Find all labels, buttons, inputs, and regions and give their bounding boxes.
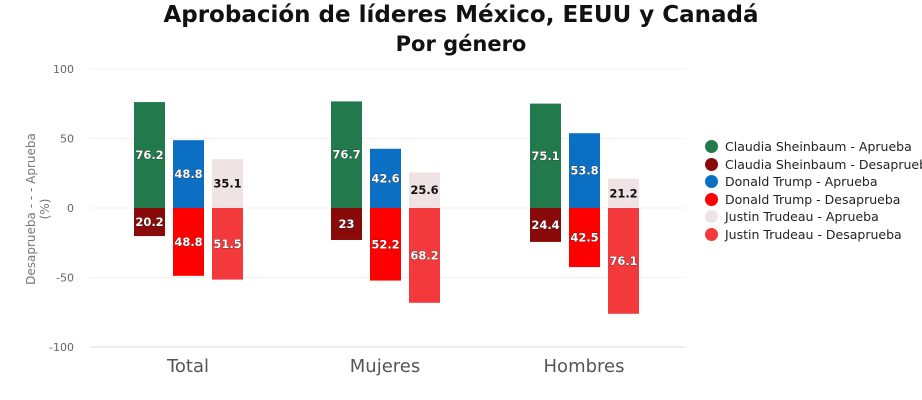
- data-label: 51.5: [213, 237, 241, 251]
- legend-marker-icon: [705, 157, 718, 171]
- data-label: 53.8: [570, 164, 598, 178]
- legend-marker-icon: [705, 192, 718, 206]
- legend-item[interactable]: Donald Trump - Aprueba: [705, 173, 922, 191]
- bar: [569, 208, 600, 268]
- legend-label: Donald Trump - Desaprueba: [725, 191, 901, 207]
- data-label: 23: [338, 217, 354, 231]
- chart-subtitle: Por género: [395, 32, 527, 56]
- bar: [530, 208, 561, 242]
- data-label: 42.5: [570, 231, 598, 245]
- data-label: 20.2: [135, 215, 163, 229]
- data-label: 24.4: [531, 218, 559, 232]
- y-tick-label: 0: [67, 202, 74, 215]
- bar: [409, 208, 440, 303]
- legend: Claudia Sheinbaum - Aprueba Claudia Shein…: [705, 138, 922, 243]
- legend-item[interactable]: Justin Trudeau - Desaprueba: [705, 226, 922, 244]
- chart-title: Aprobación de líderes México, EEUU y Can…: [163, 2, 759, 28]
- bar: [173, 208, 204, 276]
- legend-marker-icon: [705, 175, 718, 189]
- legend-marker-icon: [705, 227, 718, 241]
- bar: [608, 208, 639, 314]
- bar: [370, 148, 401, 208]
- bar: [331, 101, 362, 208]
- bar: [134, 102, 165, 208]
- bar: [530, 103, 561, 208]
- legend-label: Claudia Sheinbaum - Desaprueba: [725, 156, 922, 172]
- data-label: 21.2: [609, 186, 637, 200]
- bar: [370, 208, 401, 281]
- legend-label: Justin Trudeau - Desaprueba: [725, 226, 902, 242]
- data-label: 52.2: [371, 237, 399, 251]
- bar: [569, 133, 600, 208]
- x-tick-label: Total: [166, 356, 209, 377]
- y-tick-label: -50: [56, 272, 74, 285]
- bar: [331, 208, 362, 240]
- bar: [409, 172, 440, 208]
- data-label: 35.1: [213, 177, 241, 191]
- legend-item[interactable]: Claudia Sheinbaum - Desaprueba: [705, 156, 922, 174]
- legend-marker-icon: [705, 210, 718, 224]
- y-tick-label: 50: [60, 133, 74, 146]
- legend-label: Donald Trump - Aprueba: [725, 174, 878, 190]
- legend-item[interactable]: Donald Trump - Desaprueba: [705, 191, 922, 209]
- data-label: 75.1: [531, 149, 559, 163]
- bar: [212, 208, 243, 280]
- y-tick-label: -100: [49, 341, 74, 354]
- data-label: 76.1: [609, 254, 637, 268]
- data-label: 68.2: [410, 248, 438, 262]
- data-label: 76.7: [332, 148, 360, 162]
- x-tick-label: Mujeres: [350, 356, 420, 377]
- x-tick-label: Hombres: [544, 356, 625, 377]
- data-label: 48.8: [174, 167, 202, 181]
- bar: [212, 159, 243, 208]
- data-label: 25.6: [410, 183, 438, 197]
- legend-label: Justin Trudeau - Aprueba: [725, 209, 879, 225]
- y-tick-label: 100: [53, 63, 74, 76]
- bar: [173, 140, 204, 208]
- legend-item[interactable]: Claudia Sheinbaum - Aprueba: [705, 138, 922, 156]
- data-label: 48.8: [174, 235, 202, 249]
- legend-item[interactable]: Justin Trudeau - Aprueba: [705, 208, 922, 226]
- bar: [608, 178, 639, 208]
- bar: [134, 208, 165, 237]
- legend-label: Claudia Sheinbaum - Aprueba: [725, 139, 912, 155]
- legend-marker-icon: [705, 140, 718, 154]
- data-label: 42.6: [371, 171, 399, 185]
- data-label: 76.2: [135, 148, 163, 162]
